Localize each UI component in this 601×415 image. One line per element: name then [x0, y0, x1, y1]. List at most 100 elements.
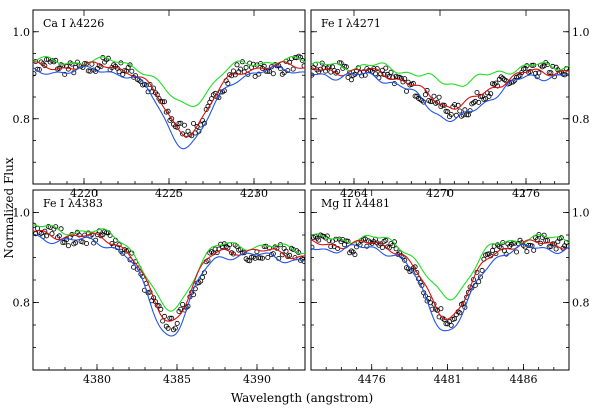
observed-point — [199, 274, 205, 280]
observed-point — [58, 226, 64, 232]
observed-point — [33, 71, 37, 77]
observed-point — [483, 96, 489, 102]
observed-point — [174, 124, 180, 130]
panel-title: Ca I λ4226 — [43, 17, 104, 30]
series-line-model-red — [311, 239, 569, 321]
observed-point — [252, 73, 258, 79]
observed-point — [311, 244, 315, 250]
observed-point — [234, 62, 240, 68]
observed-point — [158, 306, 164, 312]
observed-point — [465, 112, 471, 118]
y-tick-label: 1.0 — [572, 207, 590, 220]
observed-point — [256, 255, 262, 261]
observed-point — [402, 76, 408, 82]
observed-point — [239, 59, 245, 65]
plot-area — [311, 232, 569, 332]
observed-point — [76, 232, 82, 238]
y-tick-label: 0.8 — [13, 297, 31, 310]
observed-point — [534, 237, 540, 243]
observed-point — [467, 108, 473, 114]
observed-point — [84, 240, 90, 246]
observed-point — [243, 64, 249, 70]
observed-point — [472, 98, 478, 104]
observed-point — [65, 243, 71, 249]
observed-point — [299, 57, 305, 63]
observed-point — [457, 108, 463, 114]
observed-point — [414, 269, 420, 275]
observed-point — [448, 112, 454, 118]
observed-point — [448, 322, 454, 328]
y-tick-label: 1.0 — [13, 26, 31, 39]
observed-point — [524, 249, 530, 255]
x-axis-title: Wavelength (angstrom) — [231, 391, 373, 405]
observed-point — [421, 99, 427, 105]
series-line-model-green — [33, 224, 305, 312]
observed-point — [436, 94, 442, 100]
series-line-model-green — [311, 233, 569, 301]
x-tick-label: 4385 — [163, 373, 191, 386]
series-line-model-red — [33, 229, 305, 322]
observed-point — [180, 301, 186, 307]
observed-point — [379, 244, 385, 250]
observed-point — [232, 72, 238, 78]
observed-point — [230, 251, 236, 257]
x-tick-label: 4225 — [155, 187, 183, 200]
observed-point — [445, 109, 451, 115]
observed-point — [460, 300, 466, 306]
observed-point — [127, 62, 133, 68]
y-tick-label: 0.8 — [572, 297, 590, 310]
observed-point — [383, 65, 389, 71]
observed-point — [270, 71, 276, 77]
series-line-model-blue — [311, 243, 569, 332]
observed-point — [42, 63, 48, 69]
series-line-model-blue — [33, 65, 305, 150]
observed-point — [388, 69, 394, 75]
observed-point — [250, 61, 256, 67]
observed-point — [116, 69, 122, 75]
observed-point — [44, 233, 50, 239]
observed-point — [453, 112, 459, 118]
series-line-model-green — [33, 55, 305, 107]
observed-point — [348, 77, 354, 83]
observed-point — [49, 231, 55, 237]
observed-point — [536, 70, 542, 76]
x-tick-label: 4230 — [240, 187, 268, 200]
observed-point — [85, 68, 91, 74]
observed-point — [167, 315, 173, 321]
observed-point — [438, 306, 444, 312]
panel-mg-ii-4481: 4476 4481 4486 0.8 1.0 Mg II λ4481 — [310, 189, 590, 386]
y-tick-label: 1.0 — [572, 26, 590, 39]
observed-point — [129, 68, 135, 74]
observed-point — [383, 237, 389, 243]
observed-point — [238, 66, 244, 72]
x-tick-label: 4390 — [243, 373, 271, 386]
observed-point — [56, 233, 62, 239]
observed-point — [287, 252, 293, 258]
observed-point — [550, 241, 556, 247]
observed-point — [462, 304, 468, 310]
observed-point — [73, 240, 79, 246]
observed-point — [301, 259, 305, 264]
series-line-model-blue — [311, 72, 569, 123]
series-line-model-blue — [33, 234, 305, 337]
x-tick-label: 4380 — [83, 373, 111, 386]
observed-point — [274, 245, 280, 251]
observed-point — [225, 81, 231, 87]
observed-point — [352, 252, 358, 258]
observed-point — [551, 241, 557, 247]
x-tick-label: 4481 — [434, 373, 462, 386]
y-axis-title: Normalized Flux — [2, 157, 16, 258]
observed-point — [479, 267, 485, 273]
observed-point — [259, 255, 265, 261]
observed-point — [160, 318, 166, 324]
observed-point — [381, 72, 387, 78]
observed-point — [258, 255, 264, 261]
x-tick-label: 4486 — [509, 373, 537, 386]
observed-point — [476, 99, 482, 105]
observed-point — [103, 230, 109, 236]
y-tick-label: 0.8 — [572, 113, 590, 126]
observed-point — [174, 320, 180, 326]
observed-point — [181, 122, 187, 128]
